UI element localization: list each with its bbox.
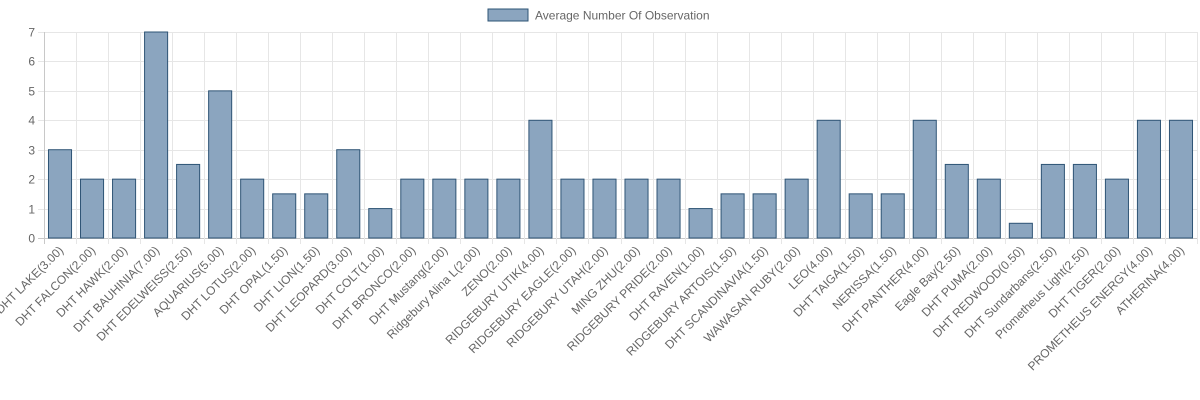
bar [368, 208, 393, 239]
y-tick-label: 0 [28, 232, 35, 246]
bar [656, 178, 681, 239]
y-tick-label: 6 [28, 55, 35, 69]
y-axis-ticks: 0 1 2 3 4 5 6 7 [28, 26, 35, 246]
bar [112, 178, 137, 239]
bar [560, 178, 585, 239]
bar [304, 193, 329, 239]
y-tick-label: 2 [28, 173, 35, 187]
bar [1008, 222, 1033, 239]
bar [848, 193, 873, 239]
bar [816, 119, 841, 239]
bar [464, 178, 489, 239]
bar [720, 193, 745, 239]
bar [336, 149, 361, 239]
bar [912, 119, 937, 239]
bar [1040, 163, 1065, 239]
bar [432, 178, 457, 239]
bar [176, 163, 201, 239]
legend-label: Average Number Of Observation [535, 9, 710, 23]
bar [976, 178, 1001, 239]
bar [1104, 178, 1129, 239]
bar [528, 119, 553, 239]
bar [784, 178, 809, 239]
bar [592, 178, 617, 239]
y-tick-label: 5 [28, 85, 35, 99]
bar [1136, 119, 1161, 239]
y-tick-label: 7 [28, 26, 35, 40]
x-axis-ticks: DHT LAKE(3.00)DHT FALCON(2.00)DHT HAWK(2… [0, 243, 1187, 373]
bar [144, 31, 169, 239]
y-tick-label: 1 [28, 203, 35, 217]
bar [272, 193, 297, 239]
bar [400, 178, 425, 239]
bars [47, 31, 1194, 239]
bar [1168, 119, 1194, 239]
legend-swatch[interactable] [487, 8, 529, 22]
bar [208, 90, 233, 239]
bar [80, 178, 105, 239]
bar [944, 163, 969, 239]
legend[interactable]: Average Number Of Observation [487, 8, 710, 23]
bar [880, 193, 905, 239]
bar [624, 178, 649, 239]
bar [496, 178, 521, 239]
bar [688, 208, 713, 239]
bar [1072, 163, 1097, 239]
bar [47, 149, 73, 239]
bar [752, 193, 777, 239]
y-tick-label: 3 [28, 144, 35, 158]
bar [240, 178, 265, 239]
y-tick-label: 4 [28, 114, 35, 128]
